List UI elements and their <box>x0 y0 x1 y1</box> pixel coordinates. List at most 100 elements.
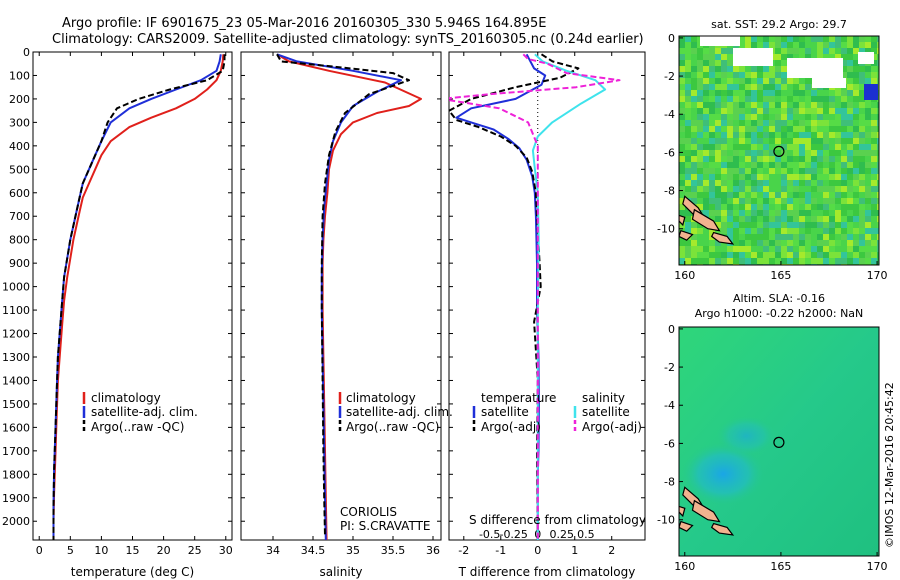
sst-pixel <box>817 48 823 54</box>
sst-pixel <box>805 90 811 96</box>
sst-pixel <box>745 234 751 240</box>
sst-pixel <box>781 252 787 258</box>
sst-pixel <box>817 156 823 162</box>
sst-pixel <box>757 198 763 204</box>
sst-pixel <box>781 234 787 240</box>
sst-pixel <box>835 102 841 108</box>
sst-pixel <box>769 228 775 234</box>
sst-pixel <box>835 126 841 132</box>
sst-pixel <box>805 240 811 246</box>
sst-pixel <box>709 60 715 66</box>
sst-pixel <box>745 192 751 198</box>
sst-pixel <box>859 228 865 234</box>
sst-pixel <box>709 228 715 234</box>
sst-pixel <box>799 42 805 48</box>
sst-pixel <box>727 162 733 168</box>
sst-pixel <box>727 48 733 54</box>
sst-pixel <box>835 216 841 222</box>
sst-pixel <box>775 192 781 198</box>
sst-pixel <box>709 246 715 252</box>
sst-pixel <box>787 96 793 102</box>
sst-pixel <box>751 132 757 138</box>
sst-pixel <box>721 162 727 168</box>
sst-pixel <box>865 72 871 78</box>
sst-pixel <box>739 126 745 132</box>
sst-pixel <box>781 204 787 210</box>
x-axis-label: salinity <box>319 565 362 579</box>
sst-pixel <box>775 186 781 192</box>
sst-pixel <box>733 102 739 108</box>
sst-pixel <box>727 84 733 90</box>
sst-pixel <box>745 252 751 258</box>
sst-pixel <box>745 84 751 90</box>
sst-pixel <box>721 108 727 114</box>
sst-pixel <box>775 114 781 120</box>
sst-pixel <box>811 36 817 42</box>
sst-pixel <box>763 198 769 204</box>
sst-pixel <box>787 222 793 228</box>
sst-pixel <box>763 240 769 246</box>
sst-pixel <box>715 150 721 156</box>
sst-pixel <box>829 222 835 228</box>
sst-pixel <box>829 132 835 138</box>
sst-pixel <box>817 222 823 228</box>
sst-pixel <box>709 204 715 210</box>
sst-pixel <box>733 210 739 216</box>
sst-pixel <box>805 246 811 252</box>
sst-pixel <box>769 150 775 156</box>
sst-pixel <box>823 96 829 102</box>
sst-pixel <box>775 126 781 132</box>
sst-pixel <box>871 108 877 114</box>
sst-pixel <box>865 180 871 186</box>
sst-pixel <box>859 138 865 144</box>
sst-pixel <box>847 120 853 126</box>
sst-pixel <box>871 174 877 180</box>
y-tick-label: 1800 <box>2 468 30 481</box>
sst-pixel <box>715 156 721 162</box>
sst-pixel <box>781 222 787 228</box>
sst-pixel <box>703 120 709 126</box>
sst-pixel <box>679 186 685 192</box>
sst-pixel <box>757 162 763 168</box>
sst-pixel <box>823 168 829 174</box>
sst-pixel <box>793 54 799 60</box>
y-tick-label: 600 <box>9 187 30 200</box>
sst-pixel <box>715 144 721 150</box>
salinity-axes: 34 34.5 35 35.5 36 salinity <box>241 51 441 579</box>
sst-pixel <box>823 228 829 234</box>
sst-pixel <box>739 102 745 108</box>
sst-pixel <box>859 102 865 108</box>
sst-pixel <box>679 174 685 180</box>
sst-pixel <box>775 48 781 54</box>
sst-pixel <box>751 42 757 48</box>
sst-pixel <box>775 138 781 144</box>
sst-pixel <box>691 180 697 186</box>
sst-pixel <box>769 138 775 144</box>
sst-pixel <box>835 168 841 174</box>
sst-pixel <box>775 156 781 162</box>
sst-pixel <box>805 174 811 180</box>
sst-pixel <box>841 102 847 108</box>
sst-pixel <box>811 90 817 96</box>
sst-pixel <box>841 252 847 258</box>
sst-pixel <box>727 222 733 228</box>
sst-pixel <box>727 126 733 132</box>
sst-pixel <box>805 192 811 198</box>
sst-pixel <box>865 102 871 108</box>
sst-pixel <box>763 72 769 78</box>
sst-pixel <box>847 222 853 228</box>
sst-pixel <box>865 144 871 150</box>
sst-pixel <box>745 78 751 84</box>
sst-pixel <box>763 216 769 222</box>
sst-pixel <box>853 240 859 246</box>
sst-pixel <box>853 84 859 90</box>
sst-pixel <box>853 204 859 210</box>
sst-pixel <box>679 36 685 42</box>
sst-pixel <box>805 186 811 192</box>
sst-pixel <box>697 240 703 246</box>
sst-pixel <box>769 216 775 222</box>
sst-pixel <box>799 84 805 90</box>
sst-pixel <box>751 114 757 120</box>
sst-pixel <box>865 204 871 210</box>
sst-pixel <box>733 222 739 228</box>
